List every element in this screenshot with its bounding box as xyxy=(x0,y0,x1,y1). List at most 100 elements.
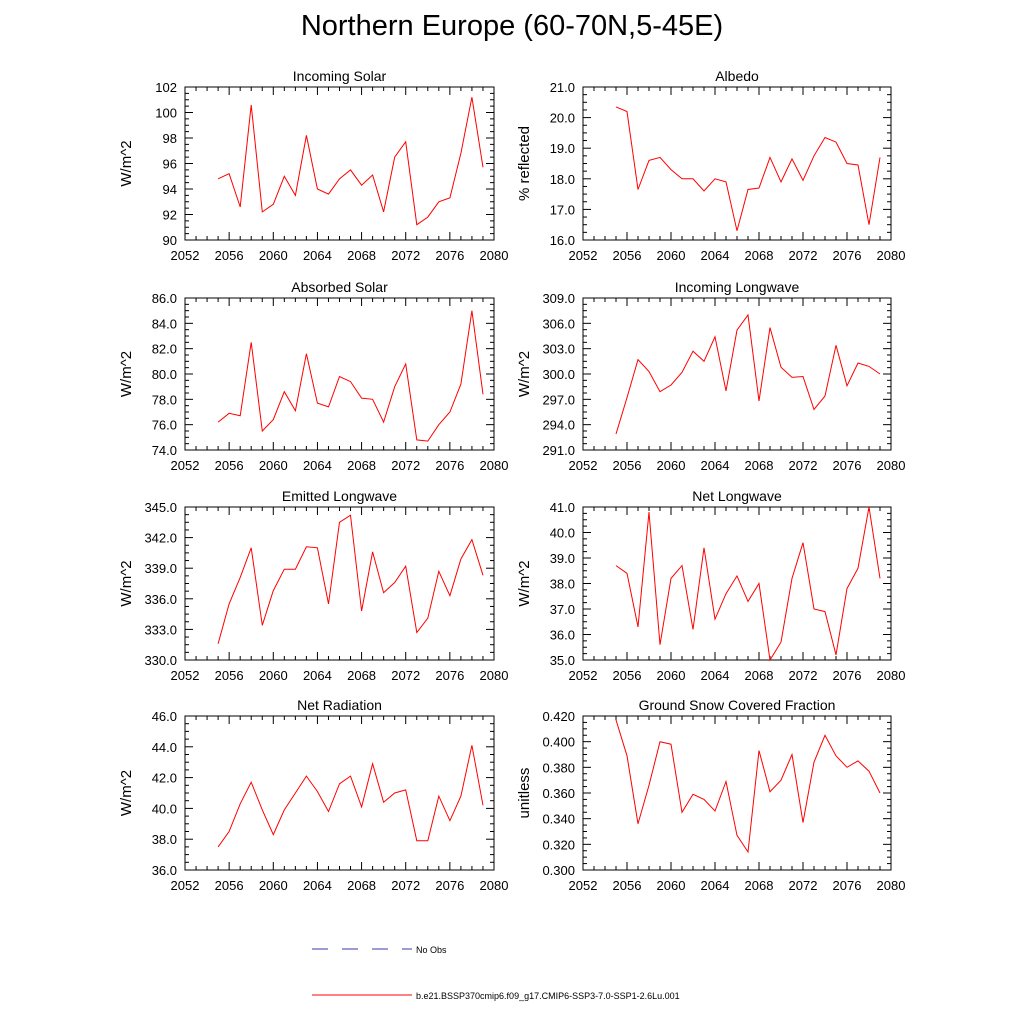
panel-title: Ground Snow Covered Fraction xyxy=(639,697,836,713)
x-tick-label: 2052 xyxy=(171,668,200,683)
y-axis-label: W/m^2 xyxy=(118,560,135,606)
y-tick-label: 44.0 xyxy=(152,740,177,755)
x-tick-label: 2068 xyxy=(745,878,774,893)
y-tick-label: 0.420 xyxy=(542,709,575,724)
y-tick-label: 84.0 xyxy=(152,316,177,331)
x-tick-label: 2076 xyxy=(435,878,464,893)
y-tick-label: 294.0 xyxy=(542,418,575,433)
y-tick-label: 339.0 xyxy=(144,561,177,576)
x-tick-label: 2068 xyxy=(347,878,376,893)
x-tick-label: 2080 xyxy=(877,668,906,683)
series-line xyxy=(615,719,881,854)
y-axis-label: % reflected xyxy=(516,126,533,201)
x-tick-label: 2072 xyxy=(789,458,818,473)
panel-ground-snow-covered-fraction: 2052 2056 2060 2064 2068 2072 2076 2080 0.300 0.3… xyxy=(516,697,905,893)
y-tick-label: 300.0 xyxy=(542,367,575,382)
legend-label: b.e21.BSSP370cmip6.f09_g17.CMIP6-SSP3-7.… xyxy=(416,991,680,1001)
y-axis-label: W/m^2 xyxy=(118,351,135,397)
x-tick-label: 2052 xyxy=(569,878,598,893)
y-tick-label: 42.0 xyxy=(152,771,177,786)
y-axis-label: unitless xyxy=(516,768,533,819)
x-tick-label: 2052 xyxy=(569,668,598,683)
y-tick-label: 19.0 xyxy=(550,141,575,156)
x-tick-label: 2068 xyxy=(745,668,774,683)
y-tick-label: 36.0 xyxy=(550,628,575,643)
x-tick-label: 2056 xyxy=(613,458,642,473)
y-tick-label: 40.0 xyxy=(550,526,575,541)
y-tick-label: 345.0 xyxy=(144,500,177,515)
y-tick-label: 38.0 xyxy=(152,832,177,847)
x-tick-label: 2076 xyxy=(833,248,862,263)
x-tick-label: 2060 xyxy=(259,458,288,473)
panel-title: Emitted Longwave xyxy=(282,488,397,504)
plot-frame xyxy=(184,86,495,241)
x-tick-label: 2072 xyxy=(391,458,420,473)
y-tick-label: 0.320 xyxy=(542,837,575,852)
series-line xyxy=(615,506,881,662)
x-tick-label: 2056 xyxy=(215,668,244,683)
x-tick-label: 2068 xyxy=(347,458,376,473)
plot-frame xyxy=(582,86,892,241)
plot-frame xyxy=(184,297,495,451)
x-tick-label: 2052 xyxy=(171,458,200,473)
x-tick-label: 2080 xyxy=(480,248,509,263)
y-tick-label: 303.0 xyxy=(542,342,575,357)
x-tick-label: 2056 xyxy=(613,668,642,683)
panel-net-radiation: 2052 2056 2060 2064 2068 2072 2076 2080 36.0 38.0… xyxy=(118,697,508,893)
page-title: Northern Europe (60-70N,5-45E) xyxy=(300,10,724,42)
x-tick-label: 2072 xyxy=(391,248,420,263)
x-tick-label: 2076 xyxy=(833,458,862,473)
panel-title: Incoming Longwave xyxy=(675,279,800,295)
x-tick-label: 2056 xyxy=(613,878,642,893)
x-tick-label: 2076 xyxy=(833,878,862,893)
y-tick-label: 0.340 xyxy=(542,812,575,827)
y-tick-label: 0.360 xyxy=(542,786,575,801)
plot-frame xyxy=(184,715,495,871)
y-tick-label: 102 xyxy=(155,80,177,95)
x-tick-label: 2056 xyxy=(215,878,244,893)
x-tick-label: 2064 xyxy=(303,878,332,893)
y-tick-label: 39.0 xyxy=(550,551,575,566)
y-axis-label: W/m^2 xyxy=(516,560,533,606)
panel-title: Absorbed Solar xyxy=(291,279,388,295)
panel-incoming-solar: 2052 2056 2060 2064 2068 2072 2076 2080 90 92 94 96… xyxy=(118,68,508,263)
x-tick-label: 2072 xyxy=(789,248,818,263)
panel-title: Incoming Solar xyxy=(293,68,387,84)
y-tick-label: 18.0 xyxy=(550,172,575,187)
x-tick-label: 2060 xyxy=(657,248,686,263)
plot-frame xyxy=(184,506,495,661)
x-tick-label: 2076 xyxy=(435,668,464,683)
x-tick-label: 2060 xyxy=(259,668,288,683)
y-tick-label: 82.0 xyxy=(152,342,177,357)
x-tick-label: 2080 xyxy=(480,668,509,683)
y-tick-label: 98 xyxy=(163,131,177,146)
y-tick-label: 100 xyxy=(155,106,177,121)
y-tick-label: 96 xyxy=(163,157,177,172)
y-tick-label: 86.0 xyxy=(152,291,177,306)
series-line xyxy=(217,97,484,226)
y-tick-label: 41.0 xyxy=(550,500,575,515)
x-tick-label: 2068 xyxy=(347,248,376,263)
panel-albedo: 2052 2056 2060 2064 2068 2072 2076 2080 16.0 17.0… xyxy=(516,68,905,263)
y-axis-label: W/m^2 xyxy=(516,351,533,397)
y-tick-label: 306.0 xyxy=(542,316,575,331)
panel-title: Net Longwave xyxy=(692,488,782,504)
y-tick-label: 21.0 xyxy=(550,80,575,95)
y-tick-label: 17.0 xyxy=(550,202,575,217)
y-tick-label: 80.0 xyxy=(152,367,177,382)
x-tick-label: 2064 xyxy=(303,458,332,473)
y-axis-label: W/m^2 xyxy=(118,770,135,816)
y-tick-label: 309.0 xyxy=(542,291,575,306)
y-tick-label: 20.0 xyxy=(550,111,575,126)
plot-frame xyxy=(582,297,892,451)
x-tick-label: 2068 xyxy=(745,248,774,263)
x-tick-label: 2068 xyxy=(745,458,774,473)
x-tick-label: 2076 xyxy=(833,668,862,683)
y-tick-label: 40.0 xyxy=(152,801,177,816)
y-tick-label: 78.0 xyxy=(152,392,177,407)
y-tick-label: 0.300 xyxy=(542,863,575,878)
x-tick-label: 2064 xyxy=(701,878,730,893)
y-tick-label: 342.0 xyxy=(144,531,177,546)
x-tick-label: 2052 xyxy=(171,878,200,893)
legend: No Obs b.e21.BSSP370cmip6.f09_g17.CMIP6-S… xyxy=(312,945,680,1001)
